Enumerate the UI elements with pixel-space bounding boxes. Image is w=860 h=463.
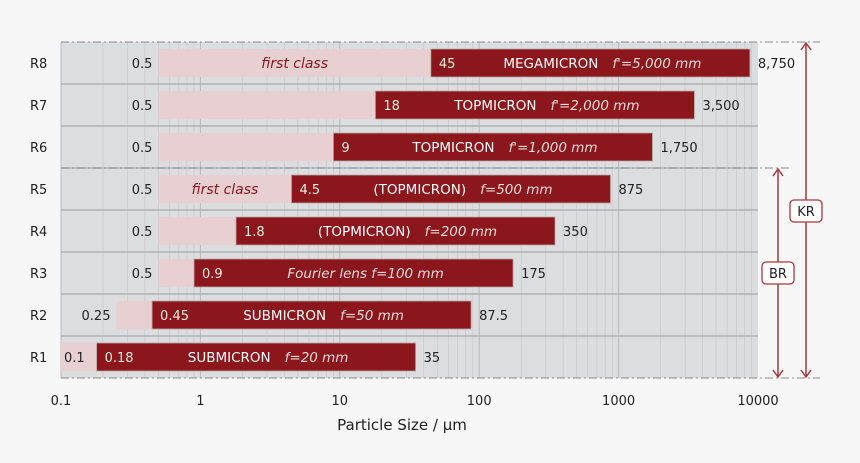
- range-label-box: [761, 261, 795, 285]
- arrow-head-down-icon: [772, 369, 784, 379]
- min-value-label: 0.5: [132, 57, 153, 72]
- max-value-label: 87.5: [479, 309, 508, 324]
- focal-length: f'=5,000 mm: [612, 56, 701, 72]
- lens-name: SUBMICRON: [243, 308, 326, 324]
- x-tick-label: 10000: [737, 394, 778, 409]
- fine-note: first class: [261, 56, 328, 72]
- max-value-label: 350: [563, 225, 588, 240]
- focal-length: f=200 mm: [425, 224, 497, 240]
- split-value-label: 18: [383, 99, 400, 114]
- max-value-label: 1,750: [660, 141, 697, 156]
- lens-name: TOPMICRON: [453, 98, 536, 114]
- lens-label: MEGAMICRON f'=5,000 mm: [503, 56, 701, 72]
- arrow-head-up-icon: [772, 167, 784, 177]
- split-value-label: 9: [341, 141, 349, 156]
- row-label: R4: [30, 225, 47, 240]
- lens-name: MEGAMICRON: [503, 56, 598, 72]
- arrow-head-down-icon: [800, 369, 812, 379]
- main-range-bar: [235, 216, 556, 246]
- lens-name: TOPMICRON: [411, 140, 494, 156]
- split-value-label: 45: [439, 57, 456, 72]
- fine-note: first class: [192, 182, 259, 198]
- lens-label: SUBMICRON f=20 mm: [188, 350, 349, 366]
- main-range-bar: [151, 300, 472, 330]
- main-range-bar: [430, 48, 751, 78]
- min-value-label: 0.5: [132, 225, 153, 240]
- split-value-label: 0.45: [160, 309, 189, 324]
- focal-length: Fourier lens f=100 mm: [287, 266, 443, 282]
- max-value-label: 3,500: [702, 99, 739, 114]
- main-range-bar: [291, 174, 611, 204]
- main-range-bar: [374, 90, 695, 120]
- row-label: R3: [30, 267, 47, 282]
- lens-label: TOPMICRON f'=1,000 mm: [411, 140, 597, 156]
- lens-label: (TOPMICRON) f=500 mm: [373, 182, 552, 198]
- range-label: KR: [797, 205, 815, 220]
- range-label: BR: [769, 267, 787, 282]
- max-value-label: 8,750: [758, 57, 795, 72]
- max-value-label: 175: [521, 267, 546, 282]
- max-value-label: 35: [424, 351, 441, 366]
- row-label: R5: [30, 183, 47, 198]
- min-value-label: 0.25: [82, 309, 111, 324]
- fine-range-bar: [158, 259, 195, 287]
- main-range-bar: [193, 258, 514, 288]
- split-value-label: 1.8: [244, 225, 265, 240]
- max-value-label: 875: [619, 183, 644, 198]
- split-value-label: 0.9: [202, 267, 223, 282]
- x-tick-label: 1: [196, 394, 204, 409]
- split-value-label: 4.5: [299, 183, 320, 198]
- row-label: R2: [30, 309, 47, 324]
- x-tick-label: 100: [467, 394, 492, 409]
- range-label-box: [789, 199, 823, 223]
- lens-label: SUBMICRON f=50 mm: [243, 308, 404, 324]
- min-value-label: 0.1: [64, 351, 85, 366]
- row-label: R1: [30, 351, 47, 366]
- focal-length: f'=1,000 mm: [509, 140, 598, 156]
- min-value-label: 0.5: [132, 267, 153, 282]
- x-tick-label: 0.1: [51, 394, 72, 409]
- split-value-label: 0.18: [105, 351, 134, 366]
- lens-label: (TOPMICRON) f=200 mm: [318, 224, 497, 240]
- fine-range-bar: [158, 91, 376, 119]
- arrow-head-up-icon: [800, 41, 812, 51]
- min-value-label: 0.5: [132, 183, 153, 198]
- focal-length: f=500 mm: [480, 182, 552, 198]
- focal-length: f'=2,000 mm: [551, 98, 640, 114]
- main-range-bar: [96, 342, 417, 372]
- fine-range-bar: [158, 133, 334, 161]
- row-label: R6: [30, 141, 47, 156]
- fine-range-bar: [158, 217, 236, 245]
- lens-name: (TOPMICRON): [318, 224, 411, 240]
- lens-label: Fourier lens f=100 mm: [287, 266, 443, 282]
- fine-range-bar: [158, 49, 431, 77]
- min-value-label: 0.5: [132, 99, 153, 114]
- focal-length: f=50 mm: [340, 308, 404, 324]
- lens-label: TOPMICRON f'=2,000 mm: [453, 98, 639, 114]
- row-label: R7: [30, 99, 47, 114]
- x-tick-label: 10: [332, 394, 349, 409]
- row-label: R8: [30, 57, 47, 72]
- main-range-bar: [333, 132, 653, 162]
- fine-range-bar: [61, 343, 97, 371]
- fine-range-bar: [116, 301, 153, 329]
- fine-range-bar: [158, 175, 292, 203]
- lens-name: (TOPMICRON): [373, 182, 466, 198]
- x-axis-label: Particle Size / µm: [337, 416, 467, 434]
- lens-name: SUBMICRON: [188, 350, 271, 366]
- x-tick-label: 1000: [602, 394, 635, 409]
- focal-length: f=20 mm: [285, 350, 349, 366]
- min-value-label: 0.5: [132, 141, 153, 156]
